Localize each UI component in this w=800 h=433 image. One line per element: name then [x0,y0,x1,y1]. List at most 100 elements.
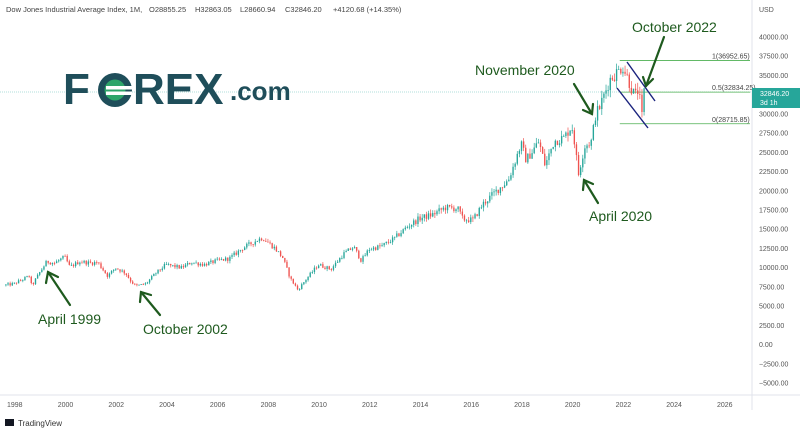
candle-body [273,246,275,249]
candle-body [81,262,83,264]
y-tick-label: 2500.00 [759,323,784,330]
candle-body [224,257,227,261]
candle-body [573,130,576,145]
x-tick-label: 2004 [159,402,175,409]
candle-body [197,262,199,266]
logo-rest: REX [133,65,223,114]
candle-body [444,207,447,211]
candle-body [30,276,32,284]
candle-body [260,238,263,241]
candle-body [381,245,383,247]
candle-body [311,272,313,273]
candle-body [410,224,413,227]
candle-body [501,187,504,189]
candle-body [588,145,590,147]
channel-upper-line [626,61,656,102]
candle-body [246,243,248,248]
candle-body [66,255,68,262]
y-tick-label: 12500.00 [759,246,788,253]
candle-body [47,260,49,263]
candle-body [284,257,286,262]
candle-body [252,244,254,245]
x-tick-label: 2002 [108,402,124,409]
candle-body [419,216,421,221]
candle-body [184,264,187,268]
candle-body [605,90,607,94]
candle-body [180,266,182,269]
fib-level-label: 0.5(32834.25) [712,85,756,92]
candle-body [205,263,208,266]
candle-body [309,272,311,277]
forex-logo: F REX .com [63,65,291,114]
candle-body [68,261,70,265]
candle-body [569,130,571,136]
candle-body [290,276,292,279]
tradingview-logo[interactable]: TradingView [5,419,62,428]
candle-body [110,270,113,274]
candle-body [70,264,73,266]
candle-body [609,77,611,91]
candle-body [455,209,457,212]
candle-body [560,136,563,144]
price-badge [752,88,800,108]
candle-body [256,241,259,243]
candle-body [345,250,347,253]
candle-body [472,217,474,219]
y-tick-label: 27500.00 [759,131,788,138]
candle-body [527,153,529,163]
candle-body [427,213,430,219]
y-tick-label: 7500.00 [759,284,784,291]
candle-body [448,204,451,207]
candle-body [579,167,582,176]
logo-letter-f: F [63,65,90,114]
candle-body [643,88,645,112]
candle-body [248,242,250,244]
candle-body [516,153,518,164]
candle-body [590,139,592,146]
candle-body [349,248,352,250]
candle-body [212,260,214,263]
candle-body [222,259,225,261]
candle-body [533,147,535,154]
candle-body [442,207,445,210]
candle-body [404,227,406,230]
candle-body [495,189,497,192]
candle-body [58,260,60,262]
candle-body [199,263,202,266]
candle-body [615,69,618,81]
candle-body [508,179,510,182]
candle-body [360,258,362,262]
y-tick-label: 40000.00 [759,35,788,42]
channel-lower-line [616,87,649,129]
candle-body [510,175,512,180]
candle-body [489,195,491,202]
x-tick-label: 2022 [616,402,632,409]
plot-area[interactable] [0,0,752,410]
candles [5,63,645,291]
candle-body [317,265,320,269]
candle-body [482,201,485,208]
candle-body [87,261,90,265]
candle-body [512,166,514,176]
candle-body [632,88,635,94]
candle-body [467,220,470,223]
candle-body [148,279,151,283]
candle-body [626,73,628,75]
x-tick-label: 2014 [413,402,429,409]
candle-body [182,266,185,268]
x-tick-label: 2024 [666,402,682,409]
candle-body [100,263,102,269]
candle-body [522,141,525,148]
candle-body [117,268,119,270]
candle-body [218,258,221,260]
candle-body [563,135,565,137]
y-tick-label: 17500.00 [759,208,788,215]
candle-body [461,211,464,216]
candle-body [529,153,531,159]
candle-body [157,269,159,274]
candle-body [347,248,349,251]
candle-body [537,142,540,144]
x-tick-label: 2016 [463,402,479,409]
candle-body [155,273,157,275]
candle-body [220,259,223,260]
